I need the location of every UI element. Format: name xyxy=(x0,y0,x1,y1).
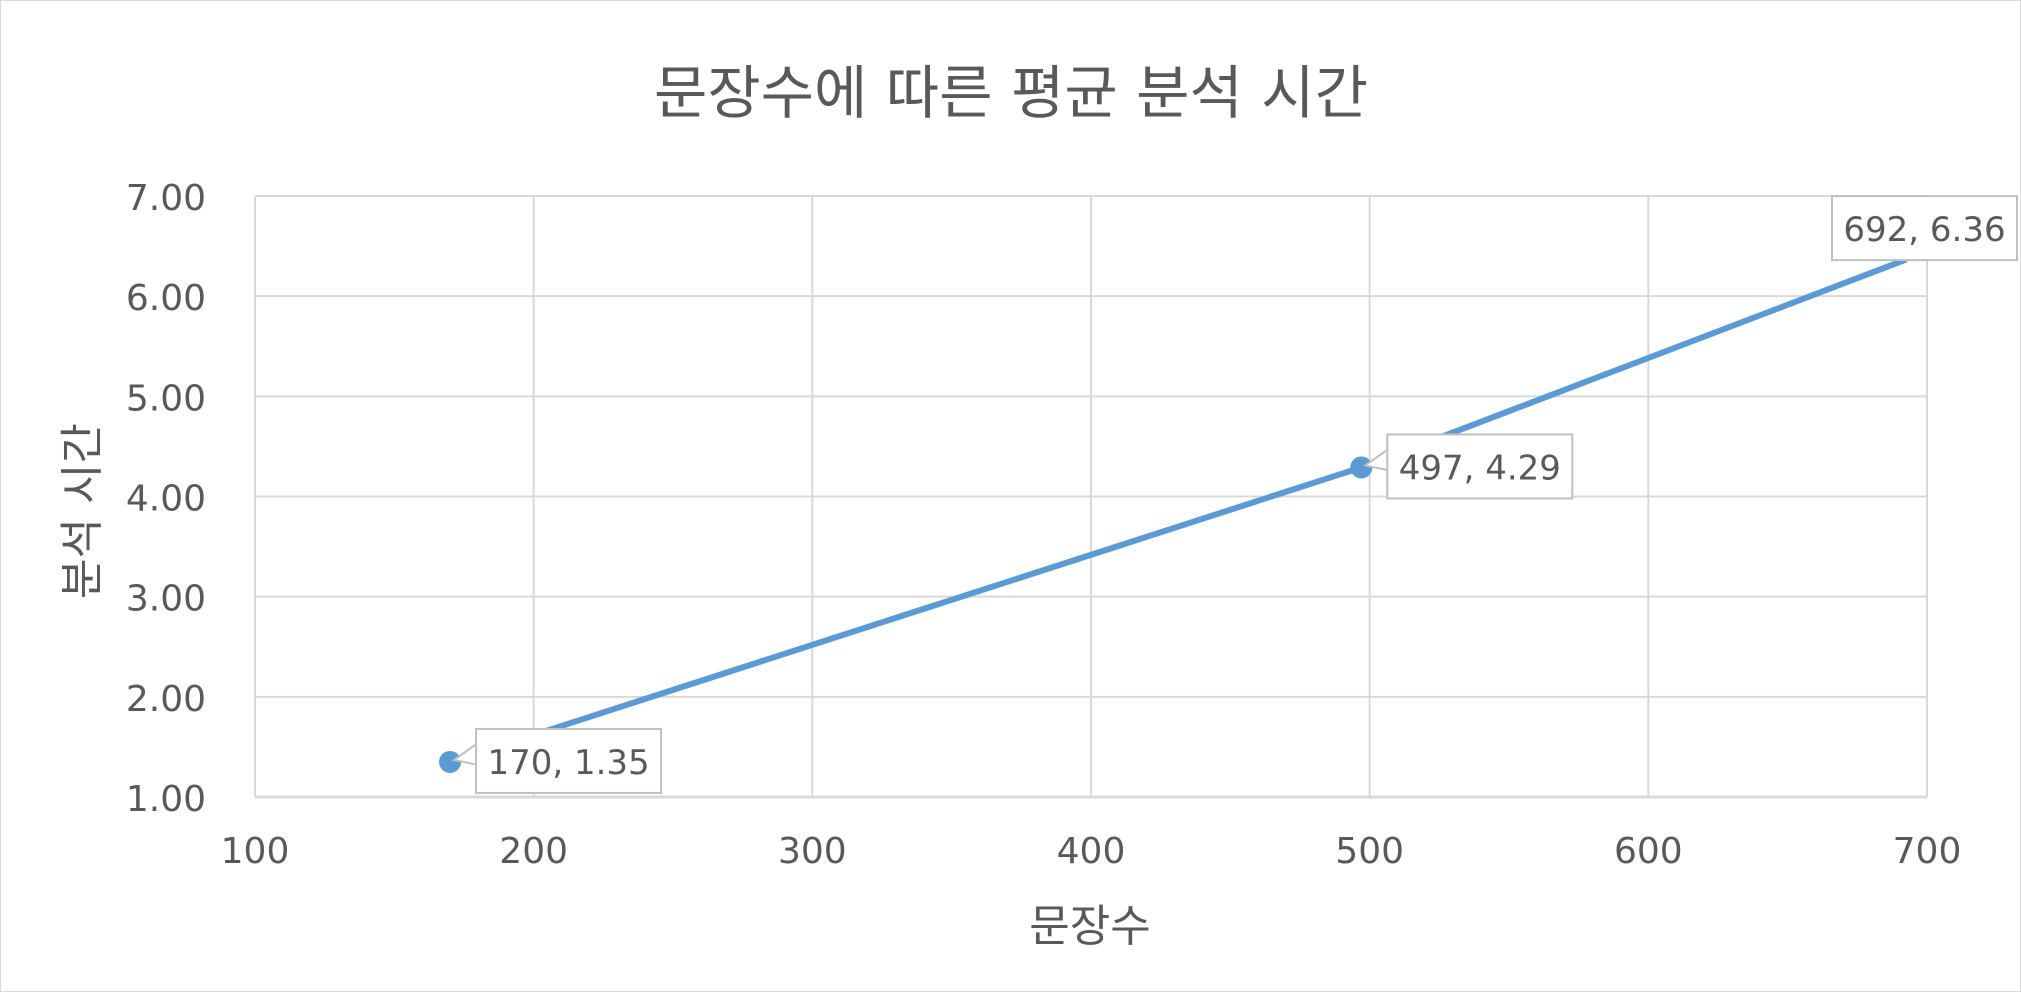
y-tick-label: 7.00 xyxy=(126,178,206,219)
chart-title: 문장수에 따른 평균 분석 시간 xyxy=(654,59,1368,127)
x-tick-label: 700 xyxy=(1893,831,1962,872)
y-tick-label: 3.00 xyxy=(126,579,206,620)
data-label: 170, 1.35 xyxy=(451,727,663,794)
data-label-box xyxy=(475,727,663,794)
data-label-box xyxy=(1831,195,2018,262)
y-tick-label: 4.00 xyxy=(126,479,206,520)
data-label: 497, 4.29 xyxy=(1362,433,1574,500)
x-tick-label: 200 xyxy=(499,831,568,872)
x-tick-label: 100 xyxy=(221,831,290,872)
y-tick-label: 5.00 xyxy=(126,378,206,419)
x-tick-label: 600 xyxy=(1614,831,1683,872)
data-label-text: 170, 1.35 xyxy=(487,743,649,783)
data-label-text: 497, 4.29 xyxy=(1399,448,1561,488)
y-tick-label: 1.00 xyxy=(126,779,206,820)
x-axis-title: 문장수 xyxy=(1029,901,1150,952)
y-tick-label: 6.00 xyxy=(126,278,206,319)
data-label: 692, 6.36 xyxy=(1831,195,2018,262)
data-label-text: 692, 6.36 xyxy=(1843,210,2005,250)
data-point-marker xyxy=(439,750,462,773)
series xyxy=(439,257,1908,773)
y-axis-title: 분석 시간 xyxy=(57,423,108,599)
x-tick-label: 500 xyxy=(1335,831,1404,872)
data-labels: 170, 1.35 497, 4.29 692, 6.36 xyxy=(451,195,2018,794)
data-label-box xyxy=(1386,433,1574,500)
x-tick-label: 400 xyxy=(1057,831,1126,872)
x-axis-ticks: 100 200 300 400 500 600 700 xyxy=(221,831,1962,872)
data-label-leader xyxy=(451,741,480,767)
series-line xyxy=(447,257,1908,765)
y-axis-ticks: 1.00 2.00 3.00 4.00 5.00 6.00 7.00 xyxy=(126,178,206,820)
y-tick-label: 2.00 xyxy=(126,679,206,720)
grid xyxy=(254,195,1928,799)
data-point-marker xyxy=(1350,456,1373,479)
x-tick-label: 300 xyxy=(778,831,847,872)
